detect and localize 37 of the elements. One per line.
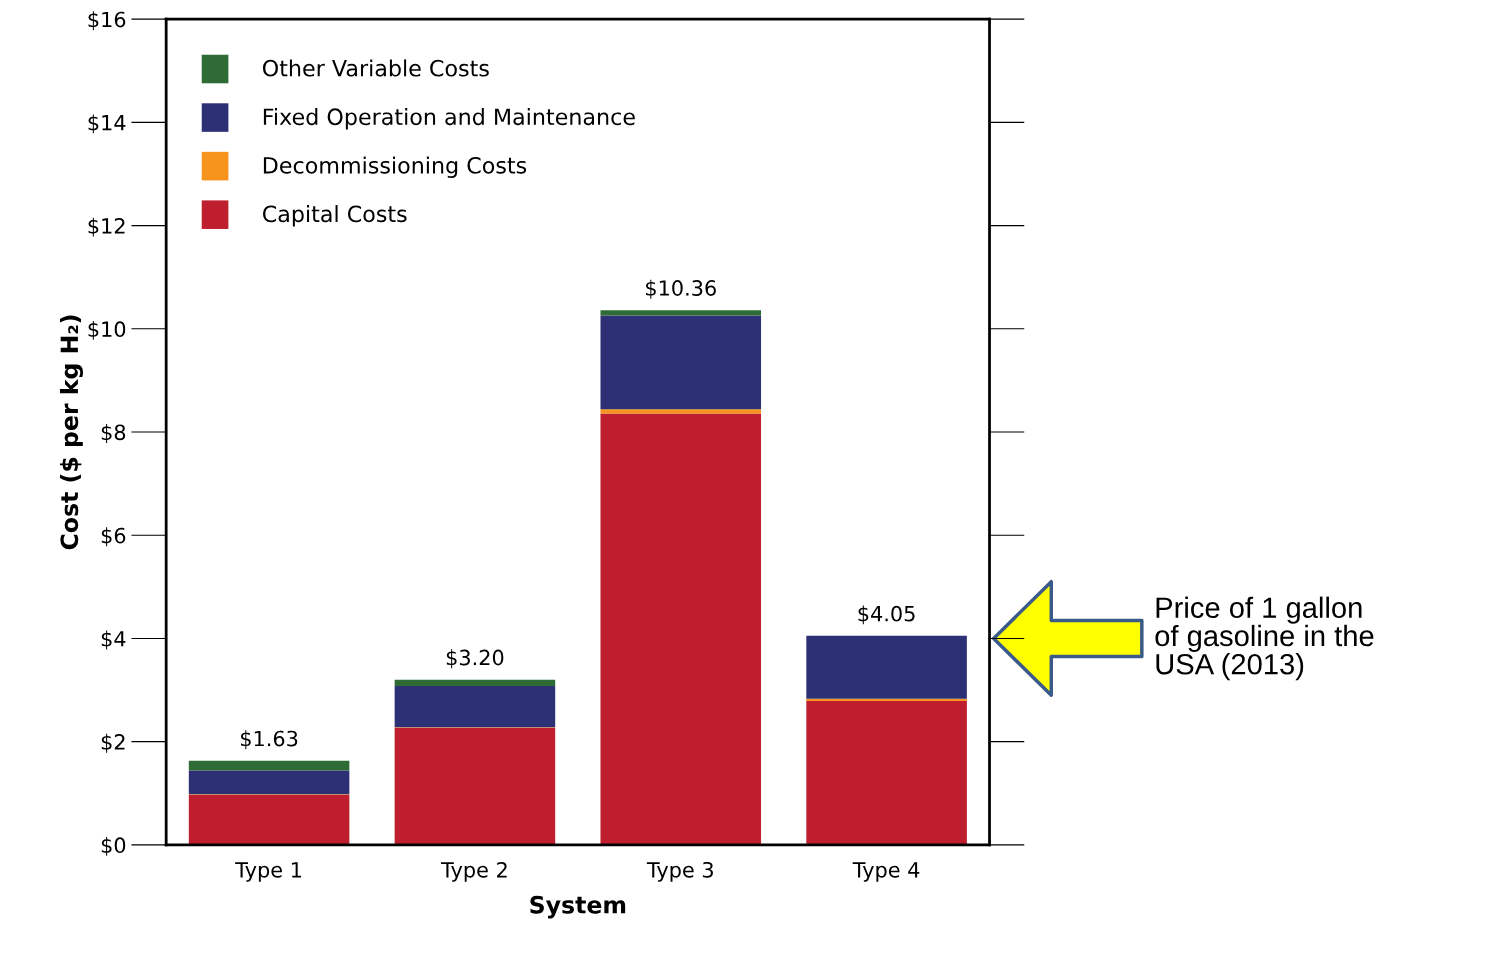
bar bbox=[188, 794, 350, 845]
y-tick-label: $2 bbox=[101, 733, 125, 753]
legend-label: Capital Costs bbox=[262, 205, 407, 227]
bar bbox=[394, 685, 556, 728]
legend-label: Decommissioning Costs bbox=[263, 156, 527, 179]
y-tick-label: $4 bbox=[101, 630, 126, 650]
x-tick-label: Type 2 bbox=[441, 861, 507, 882]
bar bbox=[394, 727, 556, 845]
x-tick-label: Type 1 bbox=[235, 862, 302, 882]
y-tick-label: $10 bbox=[88, 320, 126, 340]
y-axis-title: Cost ($ per kg H₂) bbox=[59, 315, 83, 550]
y-tick-label: $0 bbox=[101, 836, 126, 856]
bar bbox=[806, 700, 967, 845]
x-tick-label: Type 3 bbox=[646, 861, 713, 882]
total-label: $3.20 bbox=[446, 649, 504, 669]
bar bbox=[188, 760, 350, 771]
y-tick-label: $14 bbox=[88, 114, 126, 134]
bar bbox=[806, 635, 967, 699]
y-tick-label: $12 bbox=[88, 217, 125, 237]
x-tick-label: Type 4 bbox=[852, 862, 920, 882]
x-axis-title: System bbox=[530, 895, 626, 919]
bar bbox=[600, 310, 762, 316]
y-tick-label: $6 bbox=[101, 527, 126, 547]
text: Price of 1 gallon of gasoline in the USA (2013) bbox=[1155, 596, 1374, 681]
bar bbox=[600, 409, 762, 414]
y-tick-label: $8 bbox=[101, 424, 126, 444]
bar bbox=[394, 679, 556, 686]
total-label: $1.63 bbox=[240, 730, 298, 750]
total-label: $4.05 bbox=[858, 605, 915, 625]
y-tick-label: $16 bbox=[88, 11, 126, 31]
legend-label: Fixed Operation and Maintenance bbox=[263, 107, 635, 130]
legend-label: Other Variable Costs bbox=[262, 59, 489, 77]
bar bbox=[806, 698, 967, 701]
bar bbox=[188, 770, 350, 795]
bar bbox=[600, 413, 762, 845]
bar bbox=[600, 315, 762, 410]
total-label: $10.36 bbox=[646, 279, 716, 299]
